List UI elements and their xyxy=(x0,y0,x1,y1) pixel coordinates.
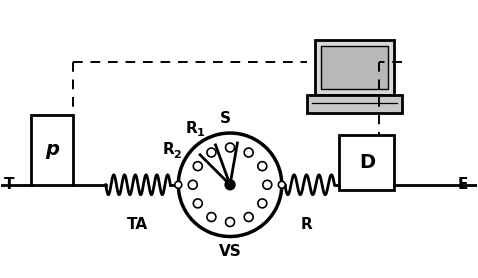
Circle shape xyxy=(193,162,202,171)
Bar xyxy=(31,115,73,185)
Text: S: S xyxy=(219,111,230,126)
Circle shape xyxy=(178,133,282,237)
Bar xyxy=(307,95,402,113)
Text: R: R xyxy=(185,121,197,136)
Text: T: T xyxy=(4,177,14,192)
Circle shape xyxy=(207,148,216,157)
Circle shape xyxy=(207,213,216,222)
Circle shape xyxy=(244,213,253,222)
Text: 2: 2 xyxy=(174,150,181,160)
Circle shape xyxy=(188,180,197,189)
Text: p: p xyxy=(45,140,59,160)
Text: R: R xyxy=(163,142,174,157)
Circle shape xyxy=(175,181,182,188)
Circle shape xyxy=(193,199,202,208)
Circle shape xyxy=(258,162,267,171)
Bar xyxy=(321,46,388,89)
Text: 1: 1 xyxy=(196,128,204,138)
Bar xyxy=(339,135,394,190)
Circle shape xyxy=(263,180,272,189)
Bar xyxy=(315,41,394,95)
Text: D: D xyxy=(359,153,375,172)
Text: TA: TA xyxy=(127,217,148,232)
Circle shape xyxy=(226,143,235,152)
Circle shape xyxy=(244,148,253,157)
Circle shape xyxy=(226,218,235,227)
Circle shape xyxy=(225,180,235,190)
Text: R: R xyxy=(301,217,313,232)
Text: E: E xyxy=(458,177,468,192)
Circle shape xyxy=(258,199,267,208)
Text: VS: VS xyxy=(218,244,241,259)
Circle shape xyxy=(278,181,285,188)
